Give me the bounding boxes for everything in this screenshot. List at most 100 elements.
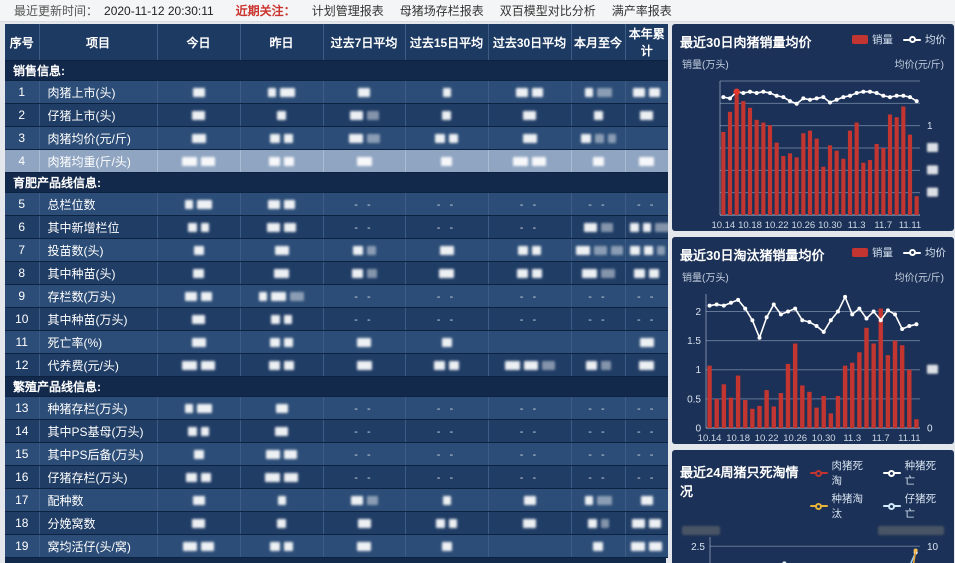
redacted-value bbox=[185, 200, 193, 210]
table-row[interactable]: 11 死亡率(%) bbox=[5, 330, 668, 354]
redacted-value bbox=[351, 269, 363, 279]
line-marker-icon bbox=[882, 502, 901, 510]
cell-value: - - bbox=[488, 192, 572, 216]
no-data-dash: - - bbox=[436, 291, 457, 303]
redacted-value bbox=[185, 404, 193, 414]
legend-item-0[interactable]: 销量 bbox=[852, 32, 893, 47]
cell-value bbox=[240, 103, 324, 127]
cell-value bbox=[240, 215, 324, 239]
redacted-value bbox=[532, 269, 542, 279]
redacted-value bbox=[366, 134, 380, 144]
tab-plan-management-report[interactable]: 计划管理报表 bbox=[311, 4, 384, 18]
redacted-value bbox=[269, 361, 280, 371]
redacted-value bbox=[434, 361, 445, 371]
cell-value bbox=[625, 488, 668, 512]
table-row[interactable]: 12 代养费(元/头) bbox=[5, 353, 668, 377]
redacted-value bbox=[640, 111, 654, 121]
row-label: 投苗数(头) bbox=[39, 238, 158, 262]
chart-legend: 肉猪死淘 种猪死亡 种猪淘汰 仔猪死亡 bbox=[809, 458, 946, 521]
redacted-value bbox=[277, 519, 286, 529]
redacted-value bbox=[532, 246, 541, 256]
cell-value bbox=[157, 442, 241, 466]
no-data-dash: - - bbox=[637, 314, 657, 326]
legend-item-1[interactable]: 均价 bbox=[903, 32, 946, 47]
redacted-value bbox=[585, 361, 597, 371]
cell-value: - - bbox=[405, 284, 489, 308]
table-row[interactable]: 5 总栏位数 - - - - - - - - - - bbox=[5, 192, 668, 216]
table-row[interactable]: 17 配种数 bbox=[5, 488, 668, 512]
tab-full-capacity-rate-report[interactable]: 满产率报表 bbox=[611, 4, 672, 18]
redacted-value bbox=[284, 450, 297, 460]
cull-pig-sales-price-chart-canvas[interactable]: 21.510.50 010.14 10.18 10.22 10.26 10.30 11.3 1… bbox=[680, 286, 946, 444]
svg-text:0: 0 bbox=[695, 424, 701, 435]
table-row[interactable]: 9 存栏数(万头) - - - - - - - - - - bbox=[5, 284, 668, 308]
row-label: 其中新增栏位 bbox=[39, 215, 158, 239]
table-row[interactable]: 16 仔猪存栏(万头) - - - - - - - - - - bbox=[5, 465, 668, 489]
redacted-value bbox=[284, 223, 296, 233]
legend-item-0[interactable]: 销量 bbox=[852, 245, 893, 260]
redacted-value bbox=[639, 361, 655, 371]
cell-value: - - bbox=[571, 465, 626, 489]
row-label: 其中PS后备(万头) bbox=[39, 442, 158, 466]
redacted-value bbox=[193, 246, 204, 256]
cell-value bbox=[571, 534, 626, 558]
table-row[interactable]: 2 仔猪上市(头) bbox=[5, 103, 668, 127]
legend-item-1[interactable]: 均价 bbox=[903, 245, 946, 260]
line-marker-icon bbox=[809, 502, 828, 510]
col-header: 过去15日平均 bbox=[405, 24, 489, 61]
cell-value bbox=[488, 330, 572, 354]
pig-sales-price-chart-canvas[interactable]: 1 10.14 10.18 10.22 10.26 10.30 11.3 11.7 11.11 bbox=[680, 73, 946, 231]
cell-value bbox=[571, 261, 626, 285]
table-row[interactable]: 8 其中种苗(头) bbox=[5, 261, 668, 285]
cell-value bbox=[625, 80, 668, 104]
cell-value bbox=[157, 396, 241, 420]
cell-value bbox=[625, 261, 668, 285]
redacted-value bbox=[449, 361, 459, 371]
table-row[interactable]: 6 其中新增栏位 - - - - - - bbox=[5, 215, 668, 239]
no-data-dash: - - bbox=[637, 449, 657, 461]
col-header: 过去30日平均 bbox=[488, 24, 572, 61]
no-data-dash: - - bbox=[519, 222, 540, 234]
col-header: 序号 bbox=[5, 24, 40, 61]
cell-value bbox=[625, 511, 668, 535]
svg-text:10.18: 10.18 bbox=[726, 433, 750, 444]
table-row[interactable]: 7 投苗数(头) bbox=[5, 238, 668, 262]
table-row[interactable]: 13 种猪存栏(万头) - - - - - - - - - - bbox=[5, 396, 668, 420]
table-row[interactable]: 4 肉猪均重(斤/头) bbox=[5, 149, 668, 173]
svg-text:1.5: 1.5 bbox=[687, 336, 701, 347]
no-data-dash: - - bbox=[519, 199, 540, 211]
section-row: 销售信息: bbox=[5, 60, 668, 81]
redacted-value bbox=[186, 473, 197, 483]
redacted-value bbox=[631, 542, 646, 552]
table-row[interactable]: 18 分娩窝数 bbox=[5, 511, 668, 535]
cell-value bbox=[625, 126, 668, 150]
cell-value bbox=[625, 215, 668, 239]
redacted-value bbox=[593, 542, 603, 552]
table-row[interactable]: 10 其中种苗(万头) - - - - - - - - - - bbox=[5, 307, 668, 331]
table-row[interactable]: 14 其中PS基母(万头) - - - - - - - - - - bbox=[5, 419, 668, 443]
table-row[interactable]: 19 窝均活仔(头/窝) bbox=[5, 534, 668, 558]
death-cull-chart-canvas[interactable]: 2.521.51086 bbox=[680, 537, 946, 563]
table-row[interactable]: 3 肉猪均价(元/斤) bbox=[5, 126, 668, 150]
table-row[interactable]: 1 肉猪上市(头) bbox=[5, 80, 668, 104]
cell-value bbox=[240, 419, 324, 443]
col-header: 本月至今 bbox=[571, 24, 626, 61]
no-data-dash: - - bbox=[519, 314, 540, 326]
svg-text:10.30: 10.30 bbox=[812, 433, 836, 444]
legend-item-1[interactable]: 种猪死亡 bbox=[882, 458, 946, 488]
legend-item-0[interactable]: 肉猪死淘 bbox=[809, 458, 873, 488]
tab-sow-farm-inventory-report[interactable]: 母猪场存栏报表 bbox=[399, 4, 484, 18]
redacted-value bbox=[275, 404, 288, 414]
table-row[interactable]: 15 其中PS后备(万头) - - - - - - - - - - bbox=[5, 442, 668, 466]
legend-item-3[interactable]: 仔猪死亡 bbox=[882, 491, 946, 521]
chart-title-pig-sales: 最近30日肉猪销量均价 bbox=[680, 35, 812, 50]
col-header: 本年累计 bbox=[625, 24, 668, 61]
cell-value: - - bbox=[488, 284, 572, 308]
redacted-value bbox=[441, 338, 452, 348]
section-row: 繁殖产品线信息: bbox=[5, 376, 668, 397]
cell-value: - - bbox=[405, 419, 489, 443]
legend-item-2[interactable]: 种猪淘汰 bbox=[809, 491, 873, 521]
svg-text:0.5: 0.5 bbox=[687, 394, 701, 405]
tab-double-hundred-model-comparison[interactable]: 双百模型对比分析 bbox=[499, 4, 596, 18]
row-index: 16 bbox=[5, 465, 40, 489]
